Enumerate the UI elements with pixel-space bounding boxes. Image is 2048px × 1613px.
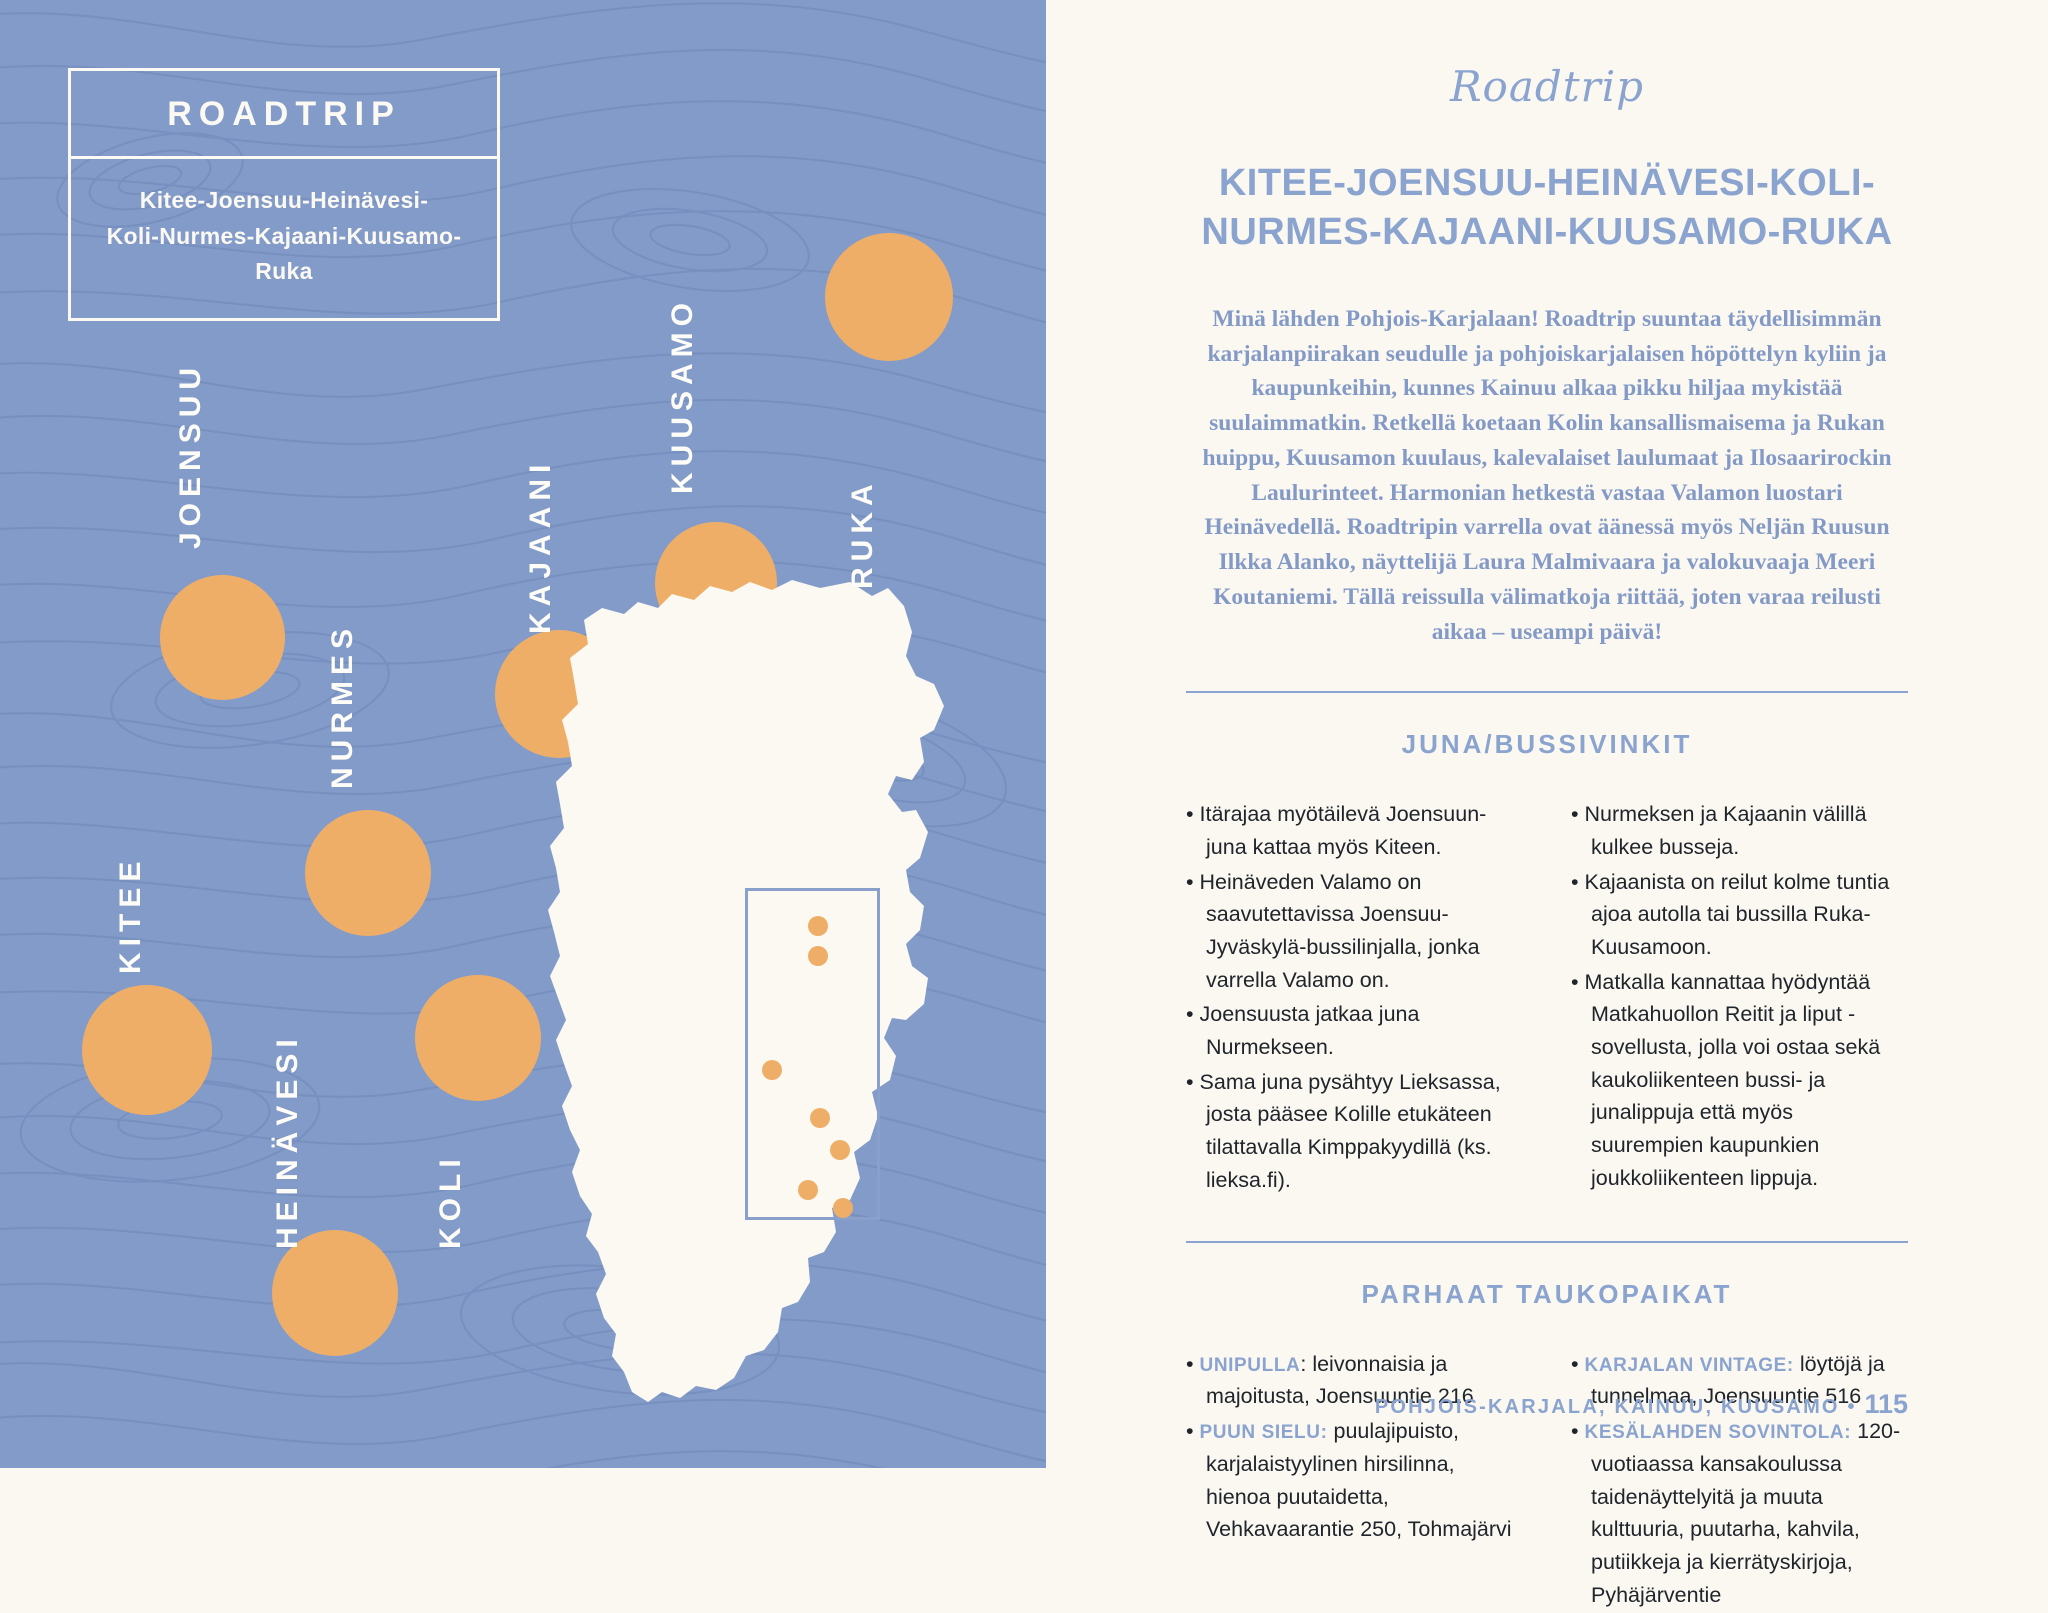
divider-top bbox=[1186, 691, 1908, 693]
bullet-icon: • bbox=[1571, 802, 1585, 826]
page-footer: POHJOIS-KARJALA, KAINUU, KUUSAMO • 115 bbox=[1046, 1389, 2048, 1420]
route-dot bbox=[808, 916, 828, 936]
roadtrip-route-line1: Kitee-Joensuu-Heinävesi- bbox=[87, 183, 481, 219]
map-label-kajaani: KAJAANI bbox=[524, 459, 558, 634]
route-dot bbox=[833, 1198, 853, 1218]
footer-separator: • bbox=[1847, 1396, 1856, 1418]
footer-region: POHJOIS-KARJALA, KAINUU, KUUSAMO bbox=[1375, 1396, 1840, 1418]
stop-name: UNIPULLA bbox=[1200, 1355, 1301, 1376]
map-label-koli: KOLI bbox=[434, 1153, 468, 1249]
city-dot bbox=[305, 810, 431, 936]
map-label-nurmes: NURMES bbox=[326, 623, 360, 789]
stop-name: PUUN SIELU: bbox=[1200, 1422, 1328, 1443]
list-item: • Sama juna pysähtyy Lieksassa, josta pä… bbox=[1186, 1066, 1523, 1197]
route-dot bbox=[830, 1140, 850, 1160]
list-item: • KESÄLAHDEN SOVINTOLA: 120-vuotiaassa k… bbox=[1571, 1415, 1908, 1611]
route-dot bbox=[762, 1060, 782, 1080]
route-dot bbox=[810, 1108, 830, 1128]
transport-tips-left-column: • Itärajaa myötäilevä Joensuun-juna katt… bbox=[1186, 798, 1523, 1198]
stop-description: 120-vuotiaassa kansakoulussa taidenäytte… bbox=[1591, 1419, 1900, 1607]
stops-right-column: • KARJALAN VINTAGE: löytöjä ja tunnelmaa… bbox=[1571, 1348, 1908, 1613]
map-label-heinavesi: HEINÄVESI bbox=[271, 1033, 305, 1249]
city-dot bbox=[160, 575, 285, 700]
transport-tips-columns: • Itärajaa myötäilevä Joensuun-juna katt… bbox=[1186, 798, 1908, 1198]
map-label-kuusamo: KUUSAMO bbox=[666, 297, 700, 494]
transport-tips-right-column: • Nurmeksen ja Kajaanin välillä kulkee b… bbox=[1571, 798, 1908, 1198]
roadtrip-caption-box: ROADTRIP Kitee-Joensuu-Heinävesi- Koli-N… bbox=[68, 68, 500, 321]
city-dot bbox=[82, 985, 212, 1115]
stop-name: KESÄLAHDEN SOVINTOLA: bbox=[1585, 1422, 1852, 1443]
map-page: JOENSUU KUUSAMO KAJAANI RUKA NURMES KITE… bbox=[0, 0, 1046, 1468]
route-highlight-box bbox=[745, 888, 880, 1220]
list-item: • Matkalla kannattaa hyödyntää Matkahuol… bbox=[1571, 966, 1908, 1195]
bullet-icon: • bbox=[1571, 1352, 1585, 1376]
stop-name: KARJALAN VINTAGE: bbox=[1585, 1355, 1794, 1376]
list-item: • Kajaanista on reilut kolme tuntia ajoa… bbox=[1571, 866, 1908, 964]
bullet-icon: • bbox=[1186, 1002, 1200, 1026]
list-item: • Nurmeksen ja Kajaanin välillä kulkee b… bbox=[1571, 798, 1908, 863]
bullet-icon: • bbox=[1571, 1419, 1585, 1443]
route-dot bbox=[808, 946, 828, 966]
roadtrip-route-text: Kitee-Joensuu-Heinävesi- Koli-Nurmes-Kaj… bbox=[71, 159, 497, 318]
divider-bottom bbox=[1186, 1241, 1908, 1243]
page-title-line2: NURMES-KAJAANI-KUUSAMO-RUKA bbox=[1186, 208, 1908, 257]
page-title: KITEE-JOENSUU-HEINÄVESI-KOLI- NURMES-KAJ… bbox=[1186, 159, 1908, 258]
intro-paragraph: Minä lähden Pohjois-Karjalaan! Roadtrip … bbox=[1186, 302, 1908, 650]
section-heading-transport: JUNA/BUSSIVINKIT bbox=[1186, 729, 1908, 760]
list-item: • PUUN SIELU: puulajipuisto, karjalaisty… bbox=[1186, 1415, 1523, 1546]
map-label-joensuu: JOENSUU bbox=[174, 362, 208, 549]
bullet-icon: • bbox=[1186, 1419, 1200, 1443]
list-item: • Joensuusta jatkaa juna Nurmekseen. bbox=[1186, 998, 1523, 1063]
bullet-icon: • bbox=[1186, 802, 1200, 826]
list-item: • Itärajaa myötäilevä Joensuun-juna katt… bbox=[1186, 798, 1523, 863]
bullet-icon: • bbox=[1186, 1070, 1200, 1094]
stops-left-column: • UNIPULLA: leivonnaisia ja majoitusta, … bbox=[1186, 1348, 1523, 1613]
roadtrip-heading: ROADTRIP bbox=[71, 71, 497, 159]
script-heading: Roadtrip bbox=[1186, 0, 1908, 111]
book-spread: JOENSUU KUUSAMO KAJAANI RUKA NURMES KITE… bbox=[0, 0, 2048, 1468]
map-label-ruka: RUKA bbox=[846, 478, 880, 589]
map-label-kitee: KITEE bbox=[114, 856, 148, 974]
city-dot bbox=[825, 233, 953, 361]
bullet-icon: • bbox=[1571, 970, 1585, 994]
route-dot bbox=[798, 1180, 818, 1200]
stops-columns: • UNIPULLA: leivonnaisia ja majoitusta, … bbox=[1186, 1348, 1908, 1613]
article-page: Roadtrip KITEE-JOENSUU-HEINÄVESI-KOLI- N… bbox=[1046, 0, 2048, 1468]
section-heading-stops: PARHAAT TAUKOPAIKAT bbox=[1186, 1279, 1908, 1310]
bullet-icon: • bbox=[1186, 870, 1200, 894]
page-title-line1: KITEE-JOENSUU-HEINÄVESI-KOLI- bbox=[1186, 159, 1908, 208]
page-number: 115 bbox=[1864, 1389, 1908, 1419]
list-item: • Heinäveden Valamo on saavutettavissa J… bbox=[1186, 866, 1523, 997]
roadtrip-route-line2: Koli-Nurmes-Kajaani-Kuusamo-Ruka bbox=[87, 219, 481, 290]
bullet-icon: • bbox=[1571, 870, 1585, 894]
bullet-icon: • bbox=[1186, 1352, 1200, 1376]
